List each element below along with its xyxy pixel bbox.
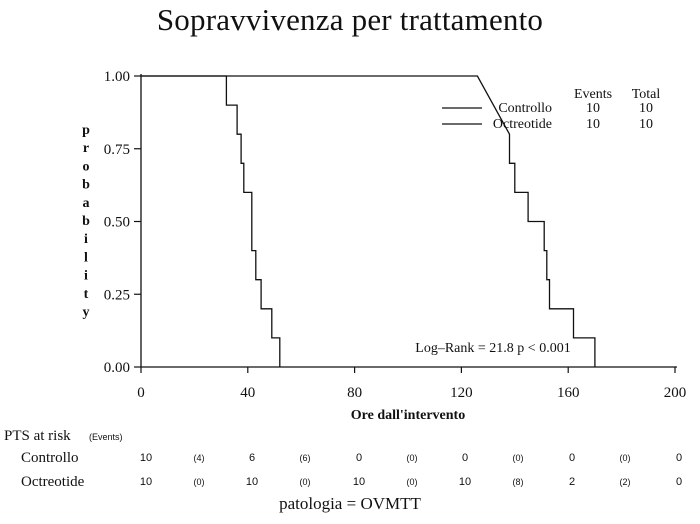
series-line-controllo xyxy=(141,75,281,367)
risk-cell-octreotide: 10 xyxy=(352,476,366,488)
x-tick-label: 120 xyxy=(450,385,473,401)
y-axis-label-letter: l xyxy=(84,250,88,265)
risk-cell-controllo: (0) xyxy=(406,453,418,463)
series-line-octreotide xyxy=(141,75,596,367)
risk-cell-octreotide: (8) xyxy=(512,477,524,487)
risk-row-label-octreotide: Octreotide xyxy=(21,474,85,490)
y-axis-label-letter: i xyxy=(84,269,88,284)
legend-total-value: 10 xyxy=(639,117,653,132)
y-axis-label-letter: o xyxy=(83,159,90,174)
risk-cell-octreotide: 0 xyxy=(675,476,683,488)
legend-total-value: 10 xyxy=(639,101,653,116)
risk-table-events-label: (Events) xyxy=(89,432,123,442)
risk-cell-octreotide: 2 xyxy=(568,476,576,488)
y-axis-label-letter: b xyxy=(82,178,90,193)
y-axis-label-letter: y xyxy=(83,305,90,320)
risk-cell-octreotide: (0) xyxy=(193,477,205,487)
y-axis-label-letter: t xyxy=(84,287,89,302)
risk-cell-octreotide: (2) xyxy=(619,477,631,487)
y-axis-label-letter: p xyxy=(82,123,90,138)
legend-label-controllo: Controllo xyxy=(498,101,552,116)
risk-cell-octreotide: (0) xyxy=(299,477,311,487)
risk-cell-controllo: 0 xyxy=(675,452,683,464)
y-tick-label: 0.25 xyxy=(104,287,130,303)
x-tick-label: 80 xyxy=(347,385,362,401)
risk-cell-controllo: 0 xyxy=(355,452,363,464)
risk-cell-controllo: (0) xyxy=(619,453,631,463)
y-tick-label: 1.00 xyxy=(104,69,130,85)
x-tick-label: 0 xyxy=(137,385,145,401)
risk-cell-octreotide: 10 xyxy=(458,476,472,488)
risk-cell-controllo: (0) xyxy=(512,453,524,463)
risk-cell-octreotide: 10 xyxy=(245,476,259,488)
y-axis-label-letter: a xyxy=(83,196,90,211)
y-axis-label-letter: i xyxy=(84,232,88,247)
y-tick-label: 0.75 xyxy=(104,142,130,158)
y-axis-label-letter: b xyxy=(82,214,90,229)
legend-header-total: Total xyxy=(632,87,661,102)
legend-header-events: Events xyxy=(574,87,612,102)
y-axis-label-letter: r xyxy=(83,141,89,156)
chart-title: Sopravvivenza per trattamento xyxy=(156,2,544,37)
legend-label-octreotide: Octreotide xyxy=(493,117,552,132)
legend-events-value: 10 xyxy=(586,101,600,116)
risk-cell-controllo: 10 xyxy=(139,452,153,464)
risk-cell-controllo: (6) xyxy=(299,453,311,463)
y-tick-label: 0.00 xyxy=(104,360,130,376)
risk-cell-octreotide: (0) xyxy=(406,477,418,487)
risk-cell-octreotide: 10 xyxy=(139,476,153,488)
risk-cell-controllo: (4) xyxy=(193,453,205,463)
x-axis-label: Ore dall'intervento xyxy=(351,408,465,423)
footnote: patologia = OVMTT xyxy=(279,494,421,513)
y-tick-label: 0.50 xyxy=(104,215,130,231)
legend-events-value: 10 xyxy=(586,117,600,132)
risk-table-title: PTS at risk xyxy=(4,428,71,444)
log-rank-annotation: Log–Rank = 21.8 p < 0.001 xyxy=(415,341,570,356)
x-tick-label: 40 xyxy=(240,385,255,401)
risk-row-label-controllo: Controllo xyxy=(21,450,79,466)
x-tick-label: 200 xyxy=(664,385,687,401)
risk-cell-controllo: 6 xyxy=(248,452,256,464)
x-tick-label: 160 xyxy=(557,385,580,401)
risk-cell-controllo: 0 xyxy=(461,452,469,464)
risk-cell-controllo: 0 xyxy=(568,452,576,464)
